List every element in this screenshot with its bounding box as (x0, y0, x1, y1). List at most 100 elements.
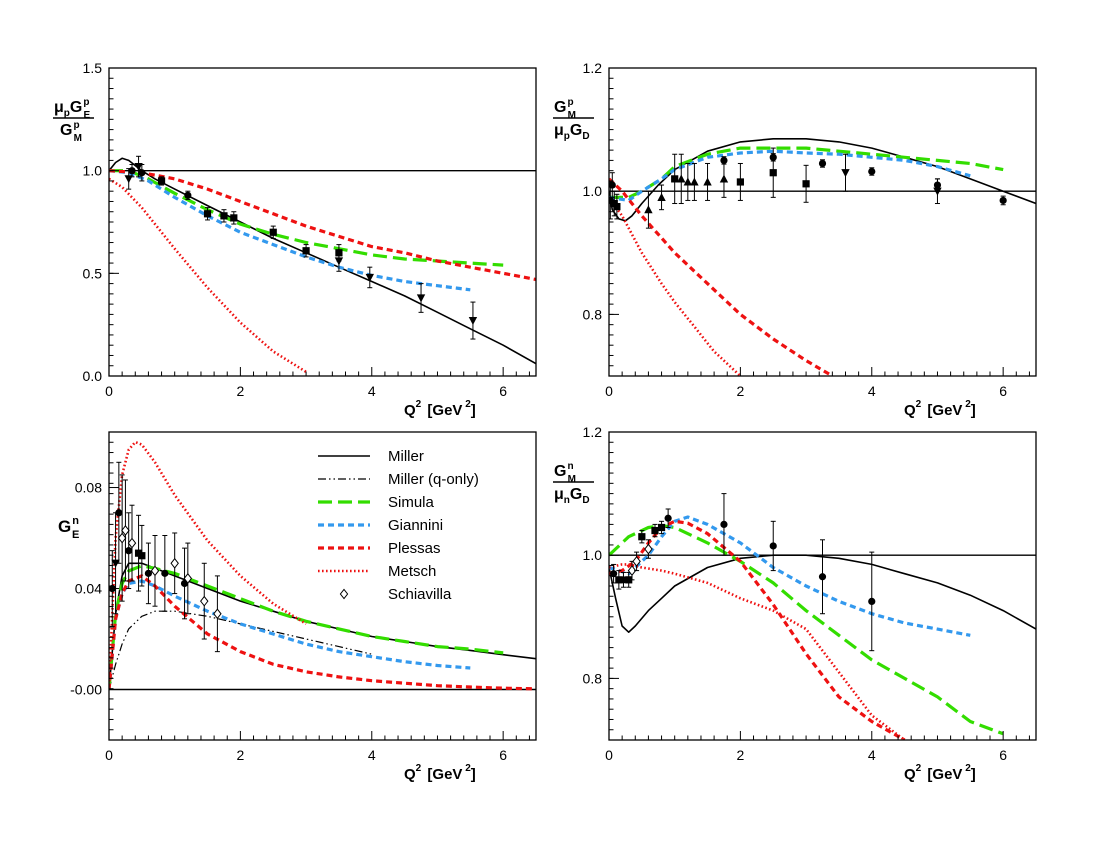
x-tick-label: 2 (736, 747, 744, 763)
y-tick-label: 0.8 (583, 306, 603, 322)
data-point (609, 172, 616, 198)
data-point (657, 184, 666, 211)
series-miller (609, 554, 1036, 633)
marker-triangle (690, 177, 699, 186)
marker-square (220, 212, 228, 220)
data-point (615, 570, 623, 590)
data-point (128, 164, 136, 178)
marker-circle (818, 573, 827, 581)
marker-tri-down (111, 559, 120, 568)
marker-circle (184, 191, 192, 199)
data-point (703, 162, 712, 201)
legend-label: Metsch (388, 563, 436, 580)
data-point (657, 520, 666, 535)
marker-circle (720, 520, 728, 529)
legend-item-metsch: Metsch (318, 563, 436, 580)
data-point (613, 193, 621, 220)
marker-triangle (644, 205, 653, 214)
legend-item-giannini: Giannini (318, 517, 443, 534)
x-tick-label: 2 (736, 383, 744, 399)
data-point (365, 266, 374, 289)
y-tick-label: 1.0 (583, 547, 603, 563)
marker-square (625, 576, 633, 584)
data-point (677, 153, 686, 205)
marker-circle (868, 167, 876, 176)
marker-square (651, 526, 659, 535)
legend-item-simula: Simula (318, 494, 435, 511)
panel-gep-ratio: 0.0 0.5 1.0 1.5 0 2 4 6 μpGp EGp M Q2 [GeV 2] (53, 60, 537, 419)
series-giannini (109, 169, 471, 292)
x-tick-label: 0 (605, 383, 613, 399)
x-tick-label: 4 (868, 383, 876, 399)
data-point (416, 283, 426, 313)
marker-square (230, 214, 238, 222)
marker-square (638, 533, 646, 541)
legend: Miller Miller (q-only) Simula Giannini Pless… (318, 448, 479, 603)
data-point (651, 523, 659, 538)
data-point (841, 153, 850, 192)
data-point (818, 539, 827, 615)
data-point (184, 190, 192, 200)
data-point (157, 176, 166, 186)
legend-marker-diamond (339, 588, 349, 600)
data-point (690, 162, 699, 201)
x-tick-label: 2 (236, 747, 244, 763)
data-point (220, 209, 228, 223)
marker-tri-down (468, 316, 478, 325)
y-axis-label: Gn E (58, 515, 79, 541)
marker-square (736, 178, 744, 186)
marker-diamond (150, 565, 160, 577)
marker-circle (138, 169, 146, 177)
data-point (868, 167, 876, 176)
marker-circle (999, 196, 1007, 205)
data-point (736, 162, 744, 201)
marker-square (802, 180, 810, 188)
data-point (999, 195, 1007, 206)
data-point (302, 244, 310, 258)
marker-tri-down (365, 273, 374, 282)
legend-item-miller_q_only: Miller (q-only) (318, 471, 479, 488)
data-point (138, 524, 146, 587)
y-tick-label: 0.04 (75, 581, 102, 597)
marker-square (269, 228, 277, 236)
y-tick-label: 1.5 (83, 60, 103, 76)
data-point (183, 542, 193, 615)
panel-gen: -0.00 0.04 0.08 0 2 4 6 Gn E Q2 [GeV 2] (58, 431, 537, 783)
data-point (818, 159, 827, 168)
marker-triangle (719, 174, 729, 183)
marker-tri-down (933, 187, 942, 196)
data-point (334, 250, 344, 272)
series-simula (109, 564, 504, 690)
series-metsch (609, 196, 742, 376)
data-point (127, 504, 137, 582)
x-axis-label: Q2 [GeV 2] (904, 399, 976, 419)
legend-item-miller: Miller (318, 448, 424, 465)
y-tick-label: 1.2 (583, 424, 603, 440)
marker-square (613, 203, 621, 211)
series-plessas (609, 177, 834, 376)
data-point (644, 190, 653, 229)
marker-square (615, 576, 623, 584)
y-axis-label-numerator: μpGp E (54, 97, 90, 121)
data-point (683, 162, 693, 201)
marker-tri-down (841, 169, 850, 178)
data-point (161, 535, 169, 612)
data-point (117, 474, 127, 602)
series-metsch (609, 563, 906, 740)
data-point (720, 493, 728, 556)
y-tick-label: 0.08 (75, 480, 102, 496)
data-point (121, 479, 130, 582)
marker-diamond (213, 608, 222, 620)
marker-triangle (677, 174, 686, 183)
marker-diamond (632, 555, 641, 567)
legend-label: Miller (q-only) (388, 471, 479, 488)
y-tick-label: 1.0 (83, 163, 103, 179)
marker-diamond (627, 565, 637, 577)
data-point (269, 225, 277, 239)
series-metsch (109, 440, 307, 690)
y-axis-label-denominator: μnGD (554, 486, 590, 506)
data-point (138, 164, 146, 182)
y-axis-label-denominator: μpGD (554, 122, 590, 142)
data-point (802, 164, 810, 203)
